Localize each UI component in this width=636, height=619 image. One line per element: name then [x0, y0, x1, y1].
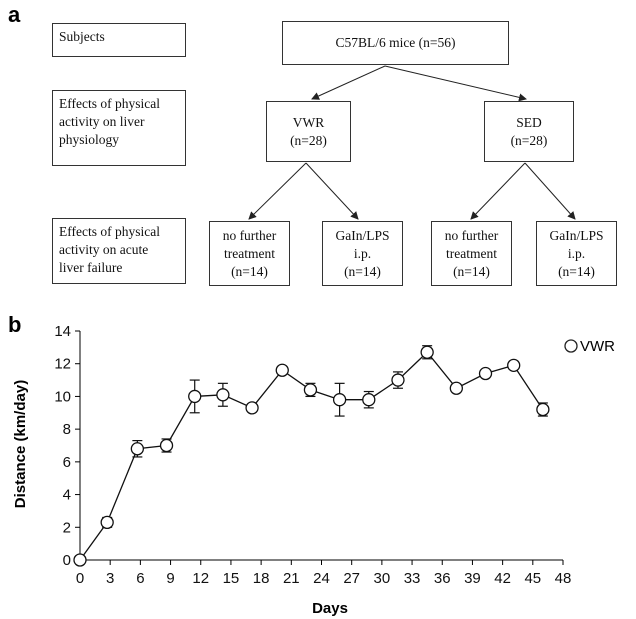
- legend-label: VWR: [580, 338, 615, 355]
- row-label-line: physiology: [59, 132, 120, 147]
- group-node-label: VWR: [292, 114, 325, 130]
- x-tick-label: 24: [313, 570, 330, 587]
- leaf-node-line: i.p.: [567, 245, 586, 261]
- leaf-node-line: GaIn/LPS: [335, 227, 390, 243]
- y-axis-label: Distance (km/day): [12, 380, 29, 508]
- leaf-node-box: GaIn/LPS i.p. (n=14): [536, 221, 617, 286]
- data-point: [245, 401, 259, 415]
- panel-a-label: a: [8, 2, 21, 27]
- leaf-node-box: GaIn/LPS i.p. (n=14): [322, 221, 403, 286]
- data-point: [420, 345, 434, 359]
- data-point: [73, 553, 87, 567]
- x-tick-label: 42: [494, 570, 511, 587]
- arrow-sed-to-untreated: [470, 162, 526, 220]
- leaf-node-line: GaIn/LPS: [549, 227, 604, 243]
- row-label-line: liver failure: [59, 260, 123, 275]
- group-node-count: (n=28): [290, 132, 327, 148]
- arrow-vwr-to-untreated: [248, 162, 307, 220]
- y-tick-label: 14: [54, 323, 71, 340]
- root-node-label: C57BL/6 mice (n=56): [335, 35, 456, 50]
- data-point: [216, 388, 230, 402]
- group-node-sed: SED (n=28): [484, 101, 574, 162]
- arrow-root-to-vwr: [311, 65, 386, 100]
- data-point: [159, 438, 174, 453]
- row-label-liver-physiology: Effects of physical activity on liver ph…: [52, 90, 186, 166]
- x-tick-label: 12: [192, 570, 209, 587]
- row-label-line: Effects of physical: [59, 96, 160, 111]
- group-node-label: SED: [516, 114, 542, 130]
- data-point: [536, 402, 550, 417]
- y-tick-label: 0: [63, 552, 71, 569]
- leaf-node-line: no further: [222, 227, 277, 243]
- x-tick-label: 36: [434, 570, 451, 587]
- row-label-line: activity on acute: [59, 242, 149, 257]
- data-point: [188, 389, 202, 404]
- data-point: [303, 383, 318, 397]
- y-tick-label: 8: [63, 421, 71, 438]
- y-tick-label: 4: [63, 487, 71, 504]
- x-tick-label: 39: [464, 570, 481, 587]
- arrow-root-to-sed: [384, 65, 527, 102]
- x-axis-label: Days: [312, 600, 348, 617]
- group-node-count: (n=28): [510, 132, 548, 148]
- group-node-vwr: VWR (n=28): [266, 101, 351, 162]
- leaf-node-line: treatment: [446, 245, 497, 261]
- row-label-acute-liver-failure: Effects of physical activity on acute li…: [52, 218, 186, 284]
- data-point: [449, 381, 463, 395]
- y-tick-label: 2: [63, 519, 71, 536]
- root-node-box: C57BL/6 mice (n=56): [282, 21, 509, 65]
- leaf-node-box: no further treatment (n=14): [209, 221, 290, 286]
- x-tick-label: 15: [223, 570, 240, 587]
- data-point: [130, 442, 145, 456]
- x-tick-label: 30: [374, 570, 391, 587]
- panel-b-label: b: [8, 312, 22, 337]
- x-tick-label: 0: [76, 570, 84, 587]
- y-tick-label: 10: [54, 388, 71, 405]
- leaf-node-line: (n=14): [453, 263, 490, 279]
- x-tick-label: 27: [343, 570, 360, 587]
- data-point: [275, 363, 289, 377]
- x-tick-label: 18: [253, 570, 270, 587]
- data-point: [507, 358, 521, 373]
- legend-marker: [564, 339, 578, 353]
- leaf-node-line: (n=14): [344, 263, 381, 279]
- x-tick-label: 48: [555, 570, 572, 587]
- x-tick-label: 45: [524, 570, 541, 587]
- y-tick-label: 12: [54, 356, 71, 373]
- tree-arrows: [248, 65, 576, 220]
- x-tick-label: 3: [106, 570, 114, 587]
- leaf-node-line: (n=14): [558, 263, 595, 279]
- leaf-node-line: (n=14): [231, 263, 268, 279]
- x-tick-label: 9: [166, 570, 174, 587]
- x-tick-label: 21: [283, 570, 300, 587]
- y-tick-label: 6: [63, 454, 71, 471]
- arrow-vwr-to-galn: [305, 162, 359, 220]
- row-label-line: activity on liver: [59, 114, 145, 129]
- leaf-node-box: no further treatment (n=14): [431, 221, 512, 286]
- arrow-sed-to-galn: [524, 162, 576, 220]
- leaf-node-line: no further: [444, 227, 499, 243]
- row-label-line: Effects of physical: [59, 224, 160, 239]
- data-point: [332, 393, 347, 407]
- leaf-node-line: treatment: [224, 245, 275, 261]
- row-label-subjects-line: Subjects: [59, 29, 105, 44]
- row-label-subjects: Subjects: [52, 23, 186, 57]
- data-point: [362, 393, 376, 407]
- data-point: [100, 515, 114, 530]
- data-point: [478, 366, 493, 381]
- x-tick-label: 6: [136, 570, 144, 587]
- data-point: [391, 373, 405, 387]
- x-tick-label: 33: [404, 570, 421, 587]
- leaf-node-line: i.p.: [353, 245, 372, 261]
